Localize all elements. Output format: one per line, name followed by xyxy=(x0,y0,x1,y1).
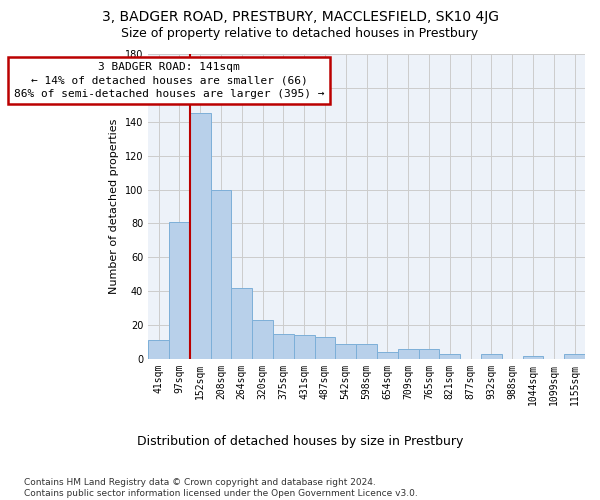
Text: Contains HM Land Registry data © Crown copyright and database right 2024.
Contai: Contains HM Land Registry data © Crown c… xyxy=(24,478,418,498)
Y-axis label: Number of detached properties: Number of detached properties xyxy=(109,119,119,294)
Bar xyxy=(148,340,169,359)
Bar xyxy=(294,336,314,359)
Bar xyxy=(523,356,544,359)
Bar xyxy=(398,349,419,359)
Bar xyxy=(377,352,398,359)
Bar xyxy=(564,354,585,359)
Bar xyxy=(481,354,502,359)
Bar xyxy=(232,288,252,359)
Bar xyxy=(314,337,335,359)
Bar xyxy=(439,354,460,359)
Bar xyxy=(252,320,273,359)
Text: 3, BADGER ROAD, PRESTBURY, MACCLESFIELD, SK10 4JG: 3, BADGER ROAD, PRESTBURY, MACCLESFIELD,… xyxy=(101,10,499,24)
Bar xyxy=(190,114,211,359)
Text: 3 BADGER ROAD: 141sqm
← 14% of detached houses are smaller (66)
86% of semi-deta: 3 BADGER ROAD: 141sqm ← 14% of detached … xyxy=(14,62,324,99)
Bar xyxy=(273,334,294,359)
Bar xyxy=(356,344,377,359)
Bar xyxy=(211,190,232,359)
Bar xyxy=(419,349,439,359)
Text: Size of property relative to detached houses in Prestbury: Size of property relative to detached ho… xyxy=(121,28,479,40)
Bar xyxy=(335,344,356,359)
Text: Distribution of detached houses by size in Prestbury: Distribution of detached houses by size … xyxy=(137,435,463,448)
Bar xyxy=(169,222,190,359)
